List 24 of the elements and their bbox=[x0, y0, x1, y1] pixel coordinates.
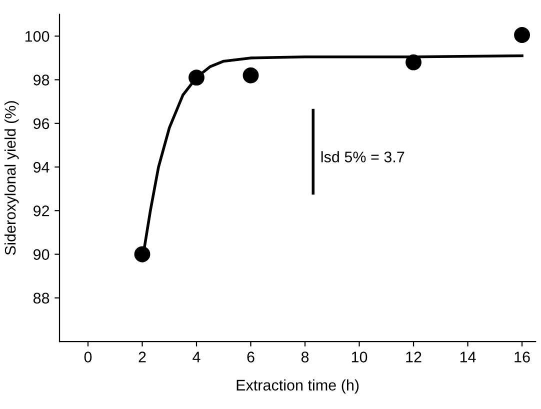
x-tick-label: 0 bbox=[84, 352, 92, 362]
y-tick-label: 100 bbox=[25, 30, 50, 42]
y-tick-label: 96 bbox=[34, 118, 50, 130]
x-tick-label: 12 bbox=[406, 352, 422, 362]
point bbox=[134, 246, 150, 262]
x-tick-label: 14 bbox=[460, 352, 476, 362]
x-tick-label: 8 bbox=[301, 352, 309, 362]
x-tick-label: 6 bbox=[247, 352, 254, 362]
x-tick-label: 10 bbox=[352, 352, 368, 362]
y-tick-label: 98 bbox=[34, 74, 50, 86]
x-tick-label: 2 bbox=[138, 352, 146, 362]
point bbox=[514, 27, 530, 44]
annotation: lsd 5% = 3.7 bbox=[321, 151, 404, 162]
y-tick-label: 88 bbox=[33, 292, 50, 304]
y-tick-label: 90 bbox=[34, 249, 50, 260]
y-axis-title: Sideroxylonal yield (%) bbox=[4, 101, 19, 255]
x-axis-title: Extraction time (h) bbox=[236, 379, 359, 394]
x-tick-label: 16 bbox=[514, 352, 530, 362]
point bbox=[242, 67, 259, 84]
y-tick-label: 94 bbox=[34, 162, 50, 173]
point bbox=[406, 54, 422, 70]
point bbox=[188, 70, 204, 86]
y-tick-label: 92 bbox=[34, 206, 50, 216]
x-tick-label: 4 bbox=[192, 352, 200, 362]
